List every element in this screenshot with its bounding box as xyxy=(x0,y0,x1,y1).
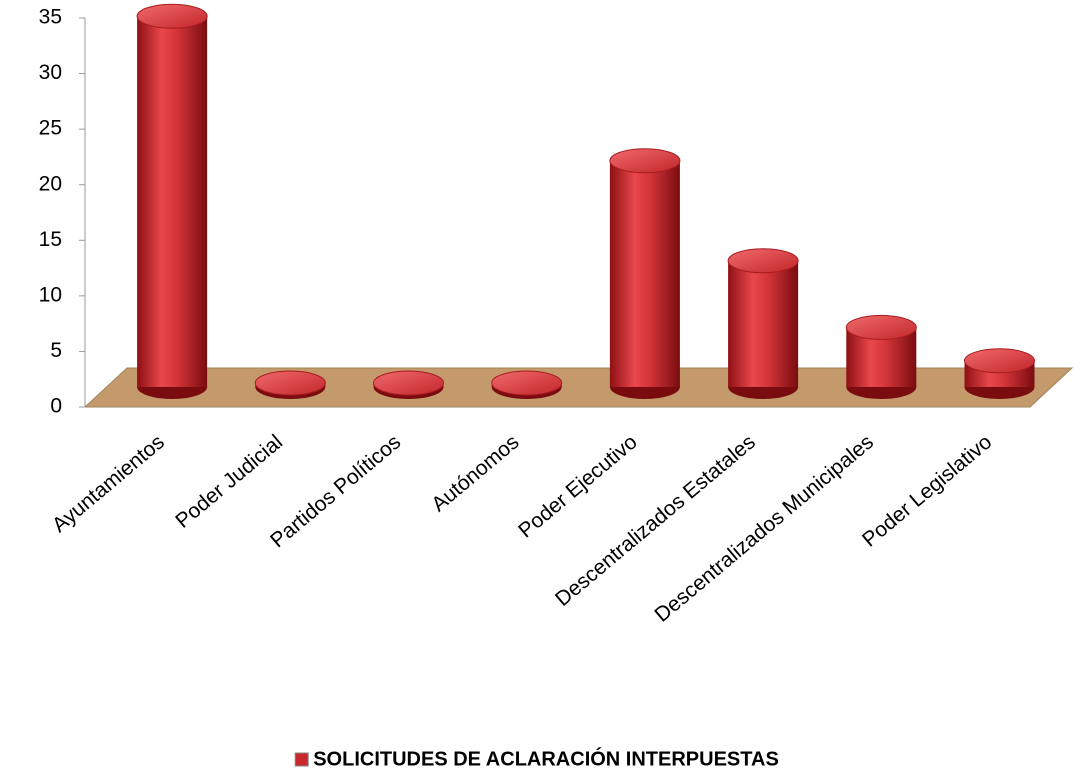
bar-body xyxy=(137,16,208,387)
x-tick-label: Ayuntamientos xyxy=(48,430,169,537)
bar-body xyxy=(728,260,799,387)
bar-top xyxy=(609,148,681,174)
bar xyxy=(373,370,444,399)
y-tick-label: 5 xyxy=(50,339,62,362)
x-tick-label: Poder Ejecutivo xyxy=(514,430,641,542)
y-tick-label: 0 xyxy=(50,395,62,418)
x-tick-label: Poder Judicial xyxy=(171,430,287,532)
bar xyxy=(609,148,681,399)
bar-top xyxy=(491,370,563,396)
bar-top xyxy=(845,314,917,340)
y-tick-label: 25 xyxy=(39,117,62,140)
y-tick-label: 10 xyxy=(39,283,62,306)
y-tick-label: 15 xyxy=(39,228,62,251)
bar xyxy=(964,348,1035,399)
bar-top xyxy=(136,3,208,29)
y-tick-label: 35 xyxy=(39,6,62,29)
bar-top xyxy=(373,370,444,396)
x-tick-label: Descentralizados Municipales xyxy=(650,430,878,626)
x-tick-label: Partidos Políticos xyxy=(266,430,405,552)
bar-top xyxy=(727,248,799,274)
bar-top xyxy=(254,370,326,396)
bar xyxy=(254,370,326,399)
y-tick-label: 30 xyxy=(39,61,62,84)
bar-body xyxy=(609,160,680,387)
legend-label: SOLICITUDES DE ACLARACIÓN INTERPUESTAS xyxy=(313,746,779,770)
bar xyxy=(491,370,563,399)
x-tick-label: Autónomos xyxy=(427,430,523,516)
y-tick-label: 20 xyxy=(39,172,62,195)
bar xyxy=(845,314,917,399)
bar-top xyxy=(964,348,1035,374)
legend-swatch xyxy=(294,752,309,767)
floor xyxy=(83,367,1074,408)
x-tick-label: Descentralizados Estatales xyxy=(551,430,760,610)
bar xyxy=(727,248,799,399)
x-tick-label: Poder Legislativo xyxy=(858,430,996,551)
bar xyxy=(136,3,208,399)
